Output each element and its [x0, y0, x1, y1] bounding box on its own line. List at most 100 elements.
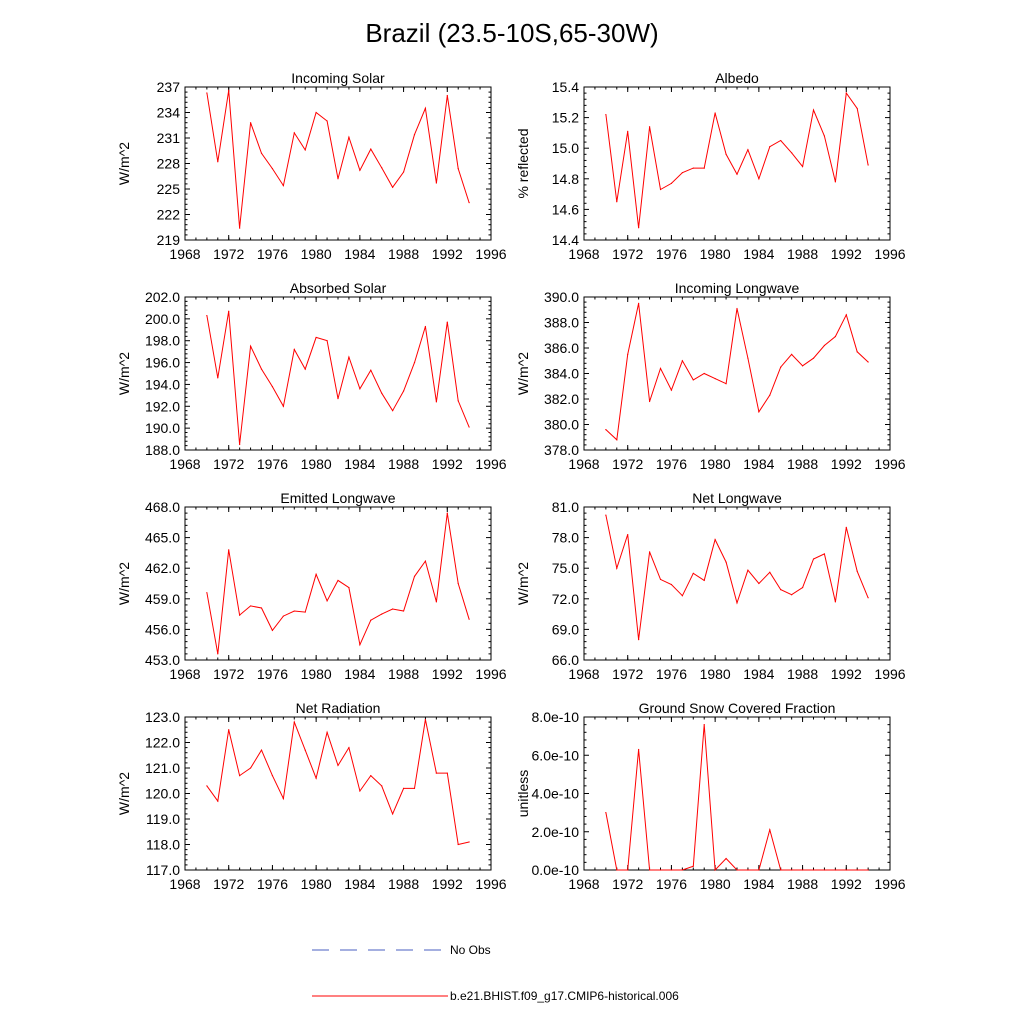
y-tick-label: 456.0 — [145, 621, 180, 637]
data-point — [725, 383, 727, 385]
panel-title: Absorbed Solar — [290, 280, 387, 296]
figure-title: Brazil (23.5-10S,65-30W) — [365, 18, 658, 48]
data-point — [337, 579, 339, 582]
y-tick-label: 231 — [157, 130, 181, 146]
x-tick-label: 1980 — [700, 876, 731, 892]
data-point — [812, 869, 815, 871]
data-point — [381, 392, 383, 394]
data-point — [638, 748, 640, 751]
data-point — [856, 351, 858, 353]
x-tick-label: 1988 — [787, 876, 818, 892]
x-tick-label: 1992 — [831, 666, 862, 682]
x-tick-label: 1984 — [743, 246, 774, 262]
data-point — [714, 539, 716, 541]
data-point — [823, 135, 826, 137]
y-tick-label: 188.0 — [145, 442, 180, 458]
data-point — [758, 582, 760, 585]
data-point — [627, 353, 629, 355]
x-tick-label: 1976 — [656, 876, 687, 892]
x-tick-label: 1992 — [831, 456, 862, 472]
y-tick-label: 378.0 — [544, 442, 579, 458]
x-tick-label: 1992 — [432, 666, 463, 682]
x-tick-label: 1988 — [787, 666, 818, 682]
data-point — [659, 188, 662, 191]
data-point — [413, 134, 416, 136]
data-point — [315, 777, 317, 779]
data-point — [315, 336, 317, 339]
data-point — [681, 172, 683, 174]
data-point — [659, 578, 662, 581]
data-point — [260, 368, 263, 370]
data-point — [402, 390, 405, 392]
x-tick-label: 1968 — [568, 876, 599, 892]
data-point — [326, 340, 328, 342]
series-line — [206, 719, 470, 846]
data-point — [424, 325, 427, 328]
data-point — [457, 400, 459, 402]
data-point — [337, 764, 339, 767]
y-tick-label: 14.6 — [552, 201, 579, 217]
y-axis-label: W/m^2 — [116, 352, 132, 395]
y-tick-label: 190.0 — [145, 420, 180, 436]
data-point — [271, 386, 274, 388]
data-point — [217, 800, 219, 802]
data-point — [260, 152, 263, 154]
data-point — [206, 592, 208, 594]
data-point — [867, 869, 869, 871]
data-point — [249, 345, 252, 347]
data-point — [239, 227, 241, 229]
x-tick-label: 1976 — [257, 246, 288, 262]
data-point — [228, 310, 230, 312]
data-point — [370, 148, 372, 150]
data-point — [457, 843, 459, 846]
data-point — [845, 526, 847, 529]
data-point — [791, 353, 793, 355]
y-tick-label: 225 — [157, 181, 181, 197]
data-point — [348, 136, 350, 138]
x-tick-label: 1996 — [874, 246, 905, 262]
data-point — [348, 586, 350, 589]
y-axis-label: W/m^2 — [116, 562, 132, 605]
y-tick-label: 237 — [157, 79, 181, 95]
panel-incoming-solar: Incoming Solar W/m^2 1968 1972 1976 1980 1984 1… — [116, 70, 507, 262]
data-point — [206, 314, 208, 317]
data-point — [348, 747, 350, 749]
y-tick-label: 15.4 — [552, 79, 579, 95]
data-point — [468, 426, 470, 428]
plot-frame — [184, 296, 492, 451]
data-point — [648, 869, 651, 871]
data-point — [271, 168, 274, 170]
data-point — [703, 372, 705, 375]
y-tick-label: 194.0 — [145, 376, 180, 392]
data-point — [801, 586, 804, 589]
y-tick-label: 78.0 — [552, 530, 579, 546]
data-point — [228, 729, 230, 731]
x-tick-label: 1988 — [787, 456, 818, 472]
data-point — [359, 790, 361, 792]
data-point — [648, 551, 651, 553]
data-point — [638, 302, 640, 304]
data-point — [692, 865, 694, 867]
data-point — [648, 400, 651, 403]
data-point — [337, 178, 339, 180]
data-point — [834, 181, 836, 183]
x-tick-label: 1972 — [213, 876, 244, 892]
data-point — [315, 111, 317, 114]
x-tick-label: 1972 — [213, 456, 244, 472]
y-tick-label: 202.0 — [145, 289, 180, 305]
y-axis-label: W/m^2 — [116, 772, 132, 815]
y-tick-label: 123.0 — [145, 709, 180, 725]
panel-title: Incoming Longwave — [675, 280, 800, 296]
data-point — [271, 775, 274, 777]
data-point — [260, 749, 263, 751]
data-point — [801, 165, 804, 168]
data-point — [392, 186, 394, 188]
data-point — [457, 582, 459, 585]
x-tick-label: 1968 — [169, 876, 200, 892]
data-point — [867, 597, 869, 599]
data-point — [282, 798, 284, 800]
data-point — [867, 361, 869, 363]
x-tick-label: 1976 — [656, 456, 687, 472]
data-point — [446, 512, 448, 514]
